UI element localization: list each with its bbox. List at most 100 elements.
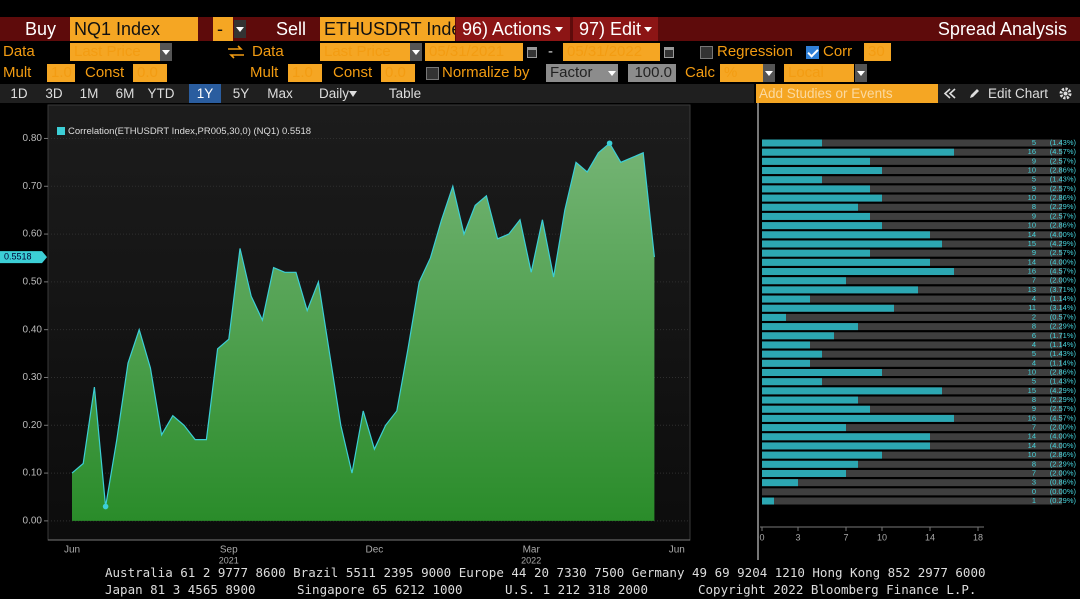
settings-icon[interactable] [1058, 86, 1073, 101]
currency[interactable]: Local [784, 64, 854, 82]
start-date[interactable]: 05/31/2021 [425, 43, 523, 61]
bar-count-label: 4 [1032, 340, 1036, 349]
y-tick-label: 0.80 [23, 133, 43, 144]
bar-track [762, 359, 1062, 367]
y-tick-label: 0.60 [23, 229, 43, 240]
bar-count-label: 7 [1032, 276, 1036, 285]
regression-checkbox[interactable] [700, 46, 713, 59]
bar-percent-label: (2.86%) [1050, 450, 1077, 459]
bar-track [762, 469, 1062, 477]
bar-count-label: 14 [1028, 257, 1036, 266]
sell-security[interactable]: ETHUSDRT Inde [320, 17, 455, 41]
calendar-icon[interactable] [663, 45, 675, 59]
table-button[interactable]: Table [388, 86, 422, 101]
bar [762, 313, 786, 321]
bar-percent-label: (4.00%) [1050, 257, 1077, 266]
calc-label: Calc [685, 64, 716, 81]
bar-track [762, 167, 1062, 175]
collapse-icon[interactable] [943, 87, 957, 100]
date-separator: - [548, 43, 553, 60]
edit-menu[interactable]: 97) Edit [573, 17, 658, 41]
normalize-checkbox[interactable] [426, 67, 439, 80]
dropdown[interactable] [606, 64, 618, 82]
range-button[interactable]: 5Y [232, 86, 250, 101]
x-tick-label: Mar [523, 545, 541, 556]
bar [762, 139, 822, 147]
swap-icon[interactable] [226, 44, 246, 60]
bar-count-label: 10 [1028, 166, 1036, 175]
bar-count-label: 16 [1028, 147, 1036, 156]
buy-security[interactable]: NQ1 Index [70, 17, 198, 41]
bar-count-label: 4 [1032, 358, 1036, 367]
range-button[interactable]: 1D [10, 86, 28, 101]
bar [762, 240, 942, 248]
bar-count-label: 10 [1028, 367, 1036, 376]
const-field[interactable]: 0.0 [133, 64, 167, 82]
app-title: Spread Analysis [937, 19, 1067, 39]
bar [762, 433, 930, 441]
const-field[interactable]: 0.0 [381, 64, 415, 82]
end-date[interactable]: 05/31/2022 [563, 43, 660, 61]
footer-contact: U.S. 1 212 318 2000 [505, 582, 648, 597]
bar-count-label: 9 [1032, 184, 1036, 193]
range-button[interactable]: 6M [115, 86, 135, 101]
corr-window[interactable]: 30 [864, 43, 891, 61]
bar-count-label: 8 [1032, 395, 1036, 404]
bar [762, 424, 846, 432]
range-button[interactable]: 3D [45, 86, 63, 101]
field-select[interactable]: Last Price [70, 43, 160, 61]
x-tick-label: Jun [669, 545, 685, 556]
range-button[interactable]: 1M [79, 86, 99, 101]
field-select[interactable]: Last Price [320, 43, 410, 61]
bar [762, 176, 822, 184]
range-button[interactable]: 1Y [189, 84, 221, 103]
normalize-value[interactable]: 100.0 [628, 64, 676, 82]
frequency-button[interactable]: Daily [318, 86, 349, 101]
bar [762, 479, 798, 487]
bar-percent-label: (1.43%) [1050, 175, 1077, 184]
range-button[interactable]: Max [267, 86, 293, 101]
studies-input[interactable]: Add Studies or Events [756, 84, 938, 103]
bar-percent-label: (0.00%) [1050, 487, 1077, 496]
calc-mode[interactable]: % [720, 64, 763, 82]
bar-track [762, 222, 1062, 230]
bar [762, 203, 858, 211]
x-tick-label: 14 [925, 532, 935, 542]
bar [762, 442, 930, 450]
x-tick-label: Sep [220, 545, 238, 556]
bar [762, 350, 822, 358]
footer-contact: Singapore 65 6212 1000 [297, 582, 463, 597]
operator-field[interactable]: - [213, 17, 233, 41]
corr-checkbox[interactable] [806, 46, 819, 59]
range-button[interactable]: YTD [147, 86, 175, 101]
x-tick-label: Dec [366, 545, 384, 556]
actions-menu[interactable]: 96) Actions [456, 17, 570, 41]
bar-percent-label: (0.57%) [1050, 312, 1077, 321]
bar [762, 277, 846, 285]
bar-percent-label: (2.57%) [1050, 156, 1077, 165]
bar-percent-label: (2.00%) [1050, 423, 1077, 432]
extreme-marker [102, 503, 109, 510]
bar-percent-label: (3.14%) [1050, 303, 1077, 312]
bar-count-label: 6 [1032, 331, 1036, 340]
bar-track [762, 157, 1062, 165]
mult-field[interactable]: 1.0 [288, 64, 322, 82]
footer-contacts: Australia 61 2 9777 8600 Brazil 5511 239… [105, 565, 986, 580]
mult-field[interactable]: 1.0 [47, 64, 75, 82]
bar-track [762, 341, 1062, 349]
normalize-method[interactable]: Factor [546, 64, 606, 82]
bar-percent-label: (0.86%) [1050, 478, 1077, 487]
regression-label: Regression [717, 43, 793, 60]
bar-percent-label: (2.29%) [1050, 202, 1077, 211]
bar [762, 249, 870, 257]
calendar-icon[interactable] [526, 45, 538, 59]
operator-dropdown[interactable] [234, 20, 246, 38]
bar [762, 497, 774, 505]
bar [762, 148, 954, 156]
dropdown[interactable] [160, 43, 172, 61]
edit-chart-button[interactable]: Edit Chart [987, 86, 1049, 101]
dropdown[interactable] [763, 64, 775, 82]
dropdown[interactable] [855, 64, 867, 82]
x-tick-label: Jun [64, 545, 80, 556]
dropdown[interactable] [410, 43, 422, 61]
